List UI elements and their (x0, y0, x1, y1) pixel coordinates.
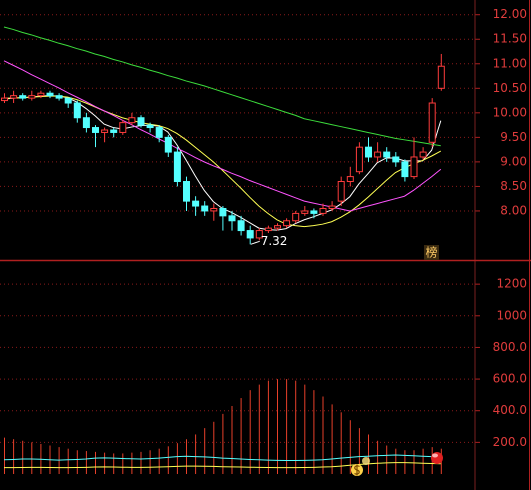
y-tick-label: 1200 (496, 277, 527, 291)
candle-body (183, 181, 190, 202)
candle-body (437, 65, 445, 89)
candle-body (101, 129, 109, 133)
y-tick-label: 8.50 (500, 179, 527, 193)
candle-body (1, 97, 8, 102)
candle-body (410, 156, 418, 178)
ball-icon (431, 452, 443, 464)
y-tick-label: 9.00 (500, 154, 527, 168)
candle-body (337, 181, 345, 202)
candle-body (10, 95, 18, 99)
plot-layer (0, 14, 480, 443)
y-tick-label: 8.00 (500, 203, 527, 217)
low-label: 7.32 (261, 234, 288, 248)
low-pointer (250, 240, 260, 245)
candle-body (255, 230, 263, 239)
candle-body (346, 176, 354, 183)
y-tick-label: 800.0 (493, 340, 527, 354)
candle-body (292, 212, 300, 222)
candle-body (73, 102, 81, 119)
dollar-icon (351, 457, 370, 476)
y-tick-label: 200.0 (493, 435, 527, 449)
candle-body (301, 210, 309, 214)
y-tick-label: 10.00 (493, 105, 527, 119)
candle-body (192, 200, 200, 207)
candle-body (201, 205, 209, 212)
candle-body (419, 151, 427, 158)
ball-icon-circle (431, 452, 443, 464)
candle-body (392, 156, 400, 163)
ball-icon-shine (432, 453, 438, 458)
y-tick-label: 12.00 (493, 7, 527, 21)
candle-body (119, 122, 127, 133)
y-tick-label: 11.50 (493, 32, 527, 46)
badge: 榜 (425, 245, 437, 260)
candle-body (219, 207, 227, 217)
candle-body (237, 220, 245, 232)
candle-body (374, 151, 382, 158)
y-tick-label: 11.00 (493, 56, 527, 70)
candle-body (173, 151, 181, 183)
candle-body (401, 161, 409, 178)
ma-line (3, 454, 441, 462)
candle-body (383, 151, 391, 158)
y-tick-label: 1000 (496, 308, 527, 322)
candle-body (310, 210, 318, 214)
ma-line (3, 26, 441, 147)
candle-body (19, 95, 27, 99)
candle-body (37, 92, 45, 97)
candle-body (110, 129, 118, 133)
candle-body (82, 117, 90, 129)
icon-glow (362, 457, 370, 465)
candle-body (264, 227, 272, 232)
candle-body (283, 220, 291, 227)
candle-body (274, 225, 281, 229)
dollar-icon-glyph (354, 464, 360, 476)
ma-line (3, 60, 442, 212)
candle-body (228, 215, 236, 222)
candle-body (137, 117, 145, 126)
candle-body (146, 124, 154, 129)
candle-body (428, 102, 436, 143)
candle-body (64, 97, 72, 104)
candle-body (246, 230, 254, 239)
candle-body (319, 207, 327, 214)
candle-body (365, 146, 372, 158)
candle-body (92, 127, 99, 133)
ma-line (4, 95, 442, 228)
candle-body (328, 205, 336, 209)
y-tick-label: 400.0 (493, 403, 527, 417)
candle-body (46, 92, 54, 97)
y-tick-label: 10.50 (493, 81, 527, 95)
candle-body (55, 95, 63, 99)
candle-body (28, 95, 36, 99)
candle-body (164, 136, 172, 153)
y-tick-label: 9.50 (500, 130, 527, 144)
y-tick-label: 600.0 (493, 372, 527, 386)
candle-body (210, 207, 218, 212)
badge-box (424, 245, 439, 260)
candle-body (128, 117, 136, 124)
candle-body (355, 146, 363, 173)
candle-body (155, 127, 163, 138)
